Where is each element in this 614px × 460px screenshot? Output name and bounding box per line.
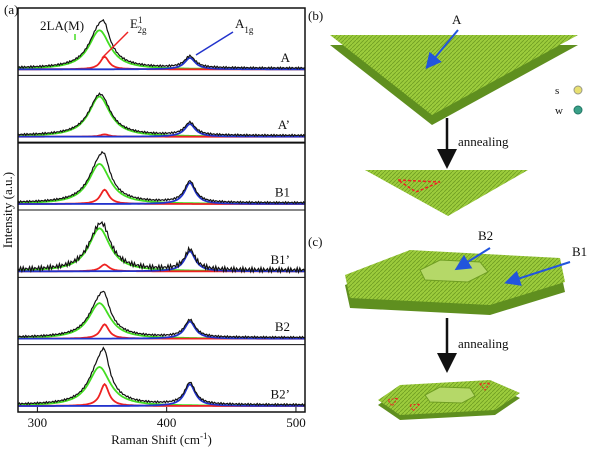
peak-label-sub: 2g xyxy=(137,25,147,35)
x-axis-label-part: ) xyxy=(207,432,211,447)
sample-label: A’ xyxy=(278,117,290,132)
panel-label: (c) xyxy=(308,234,322,249)
peak-label-sup: 1 xyxy=(138,15,143,25)
label: A xyxy=(452,12,462,27)
x-tick-label: 500 xyxy=(286,415,306,430)
fitted-peak xyxy=(18,383,305,407)
measured-spectrum xyxy=(17,346,306,407)
measured-spectrum xyxy=(17,150,306,205)
x-axis-label: Raman Shift (cm-1) xyxy=(111,431,212,447)
panel-label: (b) xyxy=(308,8,323,23)
measured-spectrum xyxy=(17,290,306,340)
layer xyxy=(330,35,578,115)
arrow xyxy=(425,29,459,70)
panel-label: (a) xyxy=(4,2,18,17)
peak-arrow xyxy=(101,31,129,59)
etch-pit xyxy=(479,382,492,391)
label: B2 xyxy=(478,228,493,243)
sample-label: B1’ xyxy=(271,252,291,267)
atom-s xyxy=(573,85,583,95)
sample-label: B2’ xyxy=(271,387,291,402)
arrow xyxy=(504,261,571,286)
sample-label: A xyxy=(281,50,291,65)
measured-spectrum xyxy=(17,220,306,275)
peak-label-name: 2LA(M) xyxy=(40,18,84,33)
x-axis-label-part: -1 xyxy=(200,431,208,441)
fitted-peak xyxy=(18,250,305,273)
peak-label-name: A xyxy=(235,16,245,31)
frame xyxy=(17,7,306,413)
x-axis-label-part: Raman Shift (cm xyxy=(111,432,200,447)
y-axis-label: Intensity (a.u.) xyxy=(0,172,15,248)
peak-label: A1g xyxy=(235,16,254,35)
peak-label: E1 2g xyxy=(130,15,147,35)
x-tick-label: 300 xyxy=(28,415,48,430)
label: annealing xyxy=(458,336,509,351)
legend-label: w xyxy=(555,105,563,117)
x-tick-label: 400 xyxy=(157,415,177,430)
fitted-peak xyxy=(18,320,305,340)
spectra-chart: (a) A A’ B1 B1’ B2 B2’ 300 400 500 Raman Shift (cm… xyxy=(0,2,306,447)
peak-arrow xyxy=(195,31,234,56)
peak-label: 2LA(M) xyxy=(40,18,84,33)
label: annealing xyxy=(458,134,509,149)
peak-label-name: E xyxy=(130,16,138,31)
sample-label: B2 xyxy=(275,319,290,334)
atom-w xyxy=(573,105,583,115)
layer xyxy=(424,386,476,404)
layer xyxy=(365,170,528,216)
etch-pit xyxy=(409,403,422,412)
legend-label: s xyxy=(555,85,559,97)
arrow xyxy=(454,247,491,271)
peak-label-sub: 1g xyxy=(244,25,254,35)
measured-spectrum xyxy=(17,18,306,70)
measured-spectrum xyxy=(17,92,306,138)
fitted-peak xyxy=(18,56,305,71)
etch-pit xyxy=(387,397,400,407)
label: B1 xyxy=(572,244,587,259)
etch-pit xyxy=(395,179,441,193)
sample-label: B1 xyxy=(275,185,290,200)
fitted-peak xyxy=(18,162,305,205)
diagram: (b) A s w annealing (c) B2 B1 annealing xyxy=(308,8,587,420)
